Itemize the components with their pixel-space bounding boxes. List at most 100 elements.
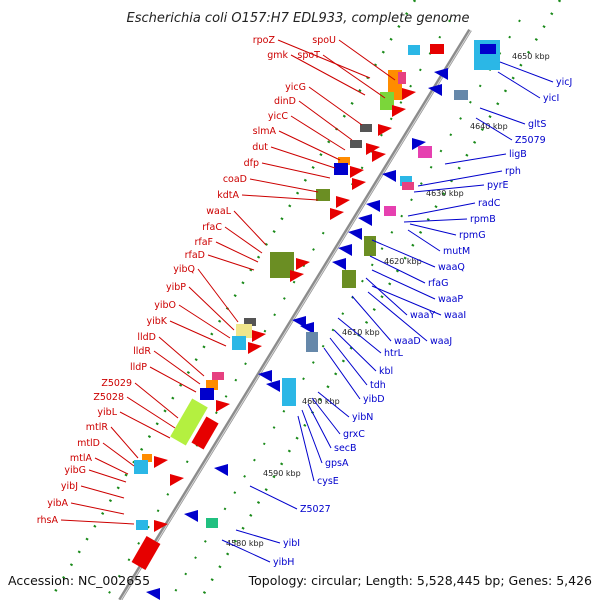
gene-label[interactable]: grxC bbox=[343, 429, 365, 440]
gene-label[interactable]: lldD bbox=[137, 332, 156, 343]
gene-label[interactable]: tdh bbox=[370, 380, 386, 391]
gene-label[interactable]: radC bbox=[478, 198, 501, 209]
gene-label[interactable]: spoT bbox=[297, 50, 320, 61]
gene-label[interactable]: kbl bbox=[379, 366, 393, 377]
label-callout-line bbox=[338, 39, 396, 81]
gene-label[interactable]: waaI bbox=[444, 310, 466, 321]
gene-label[interactable]: mtlD bbox=[77, 438, 100, 449]
label-callout-line bbox=[371, 239, 436, 268]
gene-label[interactable]: slmA bbox=[253, 126, 277, 137]
gene-label[interactable]: rfaG bbox=[428, 278, 448, 289]
gene-label[interactable]: dinD bbox=[274, 96, 296, 107]
gene-label[interactable]: lldP bbox=[130, 362, 147, 373]
gene-label[interactable]: gmk bbox=[267, 50, 288, 61]
gene-label[interactable]: Z5079 bbox=[515, 135, 546, 146]
gene-label[interactable]: yibN bbox=[352, 412, 373, 423]
gene-label[interactable]: yibI bbox=[283, 538, 300, 549]
gene-label[interactable]: yibD bbox=[363, 394, 385, 405]
gene-label[interactable]: Z5028 bbox=[93, 392, 124, 403]
gene-label[interactable]: rfaD bbox=[185, 250, 205, 261]
gene-label[interactable]: rpoZ bbox=[253, 35, 276, 46]
forward-features bbox=[131, 44, 444, 570]
label-callout-line bbox=[403, 218, 468, 223]
gene-label[interactable]: yicI bbox=[543, 93, 559, 104]
gene-label[interactable]: gpsA bbox=[325, 458, 349, 469]
gene-label[interactable]: mtlA bbox=[70, 453, 93, 464]
label-callout-line bbox=[278, 130, 341, 161]
gene-label[interactable]: yibQ bbox=[173, 264, 195, 275]
label-callout-line bbox=[371, 285, 442, 316]
gene-label[interactable]: waaD bbox=[394, 336, 421, 347]
gene-label[interactable]: dfp bbox=[244, 158, 259, 169]
gene-label[interactable]: mtlR bbox=[86, 422, 109, 433]
label-callout-line bbox=[322, 54, 386, 99]
gene-label[interactable]: coaD bbox=[223, 174, 247, 185]
label-callout-line bbox=[290, 54, 366, 96]
label-callout-line bbox=[249, 485, 298, 510]
gene-label[interactable]: yicC bbox=[268, 111, 288, 122]
gene-label[interactable]: yibJ bbox=[61, 481, 78, 492]
label-callout-line bbox=[224, 226, 263, 254]
label-callout-line bbox=[261, 162, 331, 179]
label-callout-line bbox=[323, 347, 361, 400]
gene-label[interactable]: yibP bbox=[166, 282, 186, 293]
gene-label[interactable]: rph bbox=[505, 166, 521, 177]
gene-label[interactable]: pyrE bbox=[487, 180, 509, 191]
label-callout-line bbox=[371, 269, 436, 300]
tick-label: 4640 kbp bbox=[470, 122, 508, 131]
map-title: Escherichia coli O157:H7 EDL933, complet… bbox=[127, 11, 470, 26]
gene-label[interactable]: lldR bbox=[133, 346, 151, 357]
gene-label[interactable]: gltS bbox=[528, 119, 546, 130]
gene-label[interactable]: yicJ bbox=[556, 77, 572, 88]
gene-label[interactable]: secB bbox=[334, 443, 357, 454]
gene-label[interactable]: kdtA bbox=[217, 190, 239, 201]
label-callout-line bbox=[407, 229, 441, 252]
gene-label[interactable]: rpmG bbox=[459, 230, 486, 241]
label-callout-line bbox=[207, 254, 255, 271]
tick-label: 4620 kbp bbox=[384, 257, 422, 266]
label-callout-line bbox=[88, 469, 127, 483]
gene-label[interactable]: rpmB bbox=[470, 214, 496, 225]
gene-label[interactable]: yibG bbox=[64, 465, 86, 476]
gene-label[interactable]: dut bbox=[252, 142, 268, 153]
label-callout-line bbox=[479, 107, 526, 125]
label-callout-line bbox=[249, 178, 319, 193]
label-callout-line bbox=[197, 268, 239, 323]
gene-label[interactable]: waaY bbox=[410, 310, 435, 321]
gene-label[interactable]: waaL bbox=[206, 206, 231, 217]
gene-label[interactable]: rhsA bbox=[37, 515, 59, 526]
gene-label[interactable]: yibA bbox=[47, 498, 68, 509]
inner-dotted-track-right bbox=[169, 19, 521, 600]
gene-label[interactable]: cysE bbox=[317, 476, 339, 487]
gene-label[interactable]: yibO bbox=[154, 300, 176, 311]
label-callout-line bbox=[277, 39, 371, 79]
gene-label[interactable]: yibH bbox=[273, 557, 294, 568]
gene-label[interactable]: Z5027 bbox=[300, 504, 331, 515]
tick-label: 4650 kbp bbox=[512, 52, 550, 61]
gene-label[interactable]: yibK bbox=[146, 316, 167, 327]
label-callout-line bbox=[110, 426, 139, 459]
tick-label: 4590 kbp bbox=[263, 469, 301, 478]
gene-label[interactable]: waaP bbox=[438, 294, 463, 305]
gene-label[interactable]: htrL bbox=[384, 348, 404, 359]
gene-label[interactable]: waaJ bbox=[430, 336, 452, 347]
accession-text: Accession: NC_002655 bbox=[8, 573, 150, 588]
gene-label[interactable]: mutM bbox=[443, 246, 470, 257]
gene-label[interactable]: yicG bbox=[285, 82, 306, 93]
label-callout-line bbox=[290, 115, 346, 151]
gene-label[interactable]: ligB bbox=[509, 149, 527, 160]
gene-label[interactable]: waaQ bbox=[438, 262, 465, 273]
label-callout-line bbox=[94, 457, 129, 475]
label-callout-line bbox=[233, 210, 267, 246]
gene-label[interactable]: rfaC bbox=[202, 222, 222, 233]
gene-label[interactable]: Z5029 bbox=[101, 378, 132, 389]
gene-label[interactable]: rfaF bbox=[194, 237, 213, 248]
gene-label[interactable]: spoU bbox=[312, 35, 336, 46]
gene-label[interactable]: yibL bbox=[97, 407, 117, 418]
label-callout-line bbox=[169, 320, 227, 347]
tick-label: 4580 kbp bbox=[226, 539, 264, 548]
label-callout-line bbox=[60, 519, 135, 525]
label-callout-line bbox=[307, 403, 332, 449]
label-callout-line bbox=[311, 397, 341, 435]
